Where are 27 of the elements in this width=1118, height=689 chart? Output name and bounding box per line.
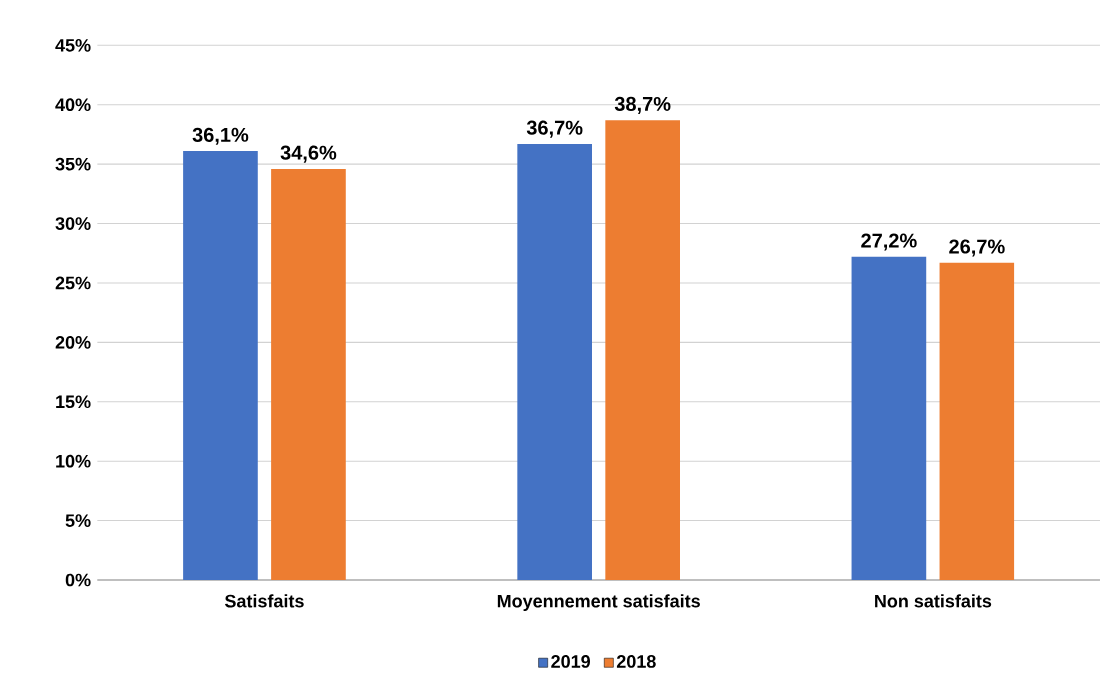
data-label: 34,6%	[280, 145, 337, 163]
bar	[183, 150, 258, 580]
y-tick-label: 20%	[55, 335, 91, 349]
x-tick-label: Non satisfaits	[875, 594, 992, 608]
x-tick-label: Satisfaits	[224, 594, 304, 608]
y-tick-label: 25%	[55, 276, 91, 290]
y-tick-label: 5%	[65, 514, 91, 527]
bar	[517, 143, 592, 580]
bar	[851, 256, 927, 580]
y-tick-label: 45%	[55, 38, 91, 52]
bar	[605, 120, 680, 580]
legend-label: 2019	[551, 654, 590, 668]
x-tick-label: Moyennement satisfaits	[497, 594, 700, 611]
y-tick-label: 10%	[56, 454, 91, 468]
y-tick-label: 40%	[55, 98, 91, 111]
y-tick-label: 15%	[56, 395, 91, 408]
y-tick-label: 30%	[55, 217, 91, 230]
data-label: 36,1%	[192, 127, 249, 145]
bar	[939, 262, 1015, 580]
data-label: 36,7%	[526, 120, 583, 138]
data-label: 27,2%	[861, 233, 917, 251]
y-tick-label: 35%	[55, 157, 91, 171]
bar	[271, 168, 346, 580]
data-label: 38,7%	[614, 96, 671, 114]
legend-label: 2018	[616, 654, 656, 668]
y-tick-label: 0%	[65, 573, 91, 587]
data-label: 26,7%	[949, 239, 1005, 257]
